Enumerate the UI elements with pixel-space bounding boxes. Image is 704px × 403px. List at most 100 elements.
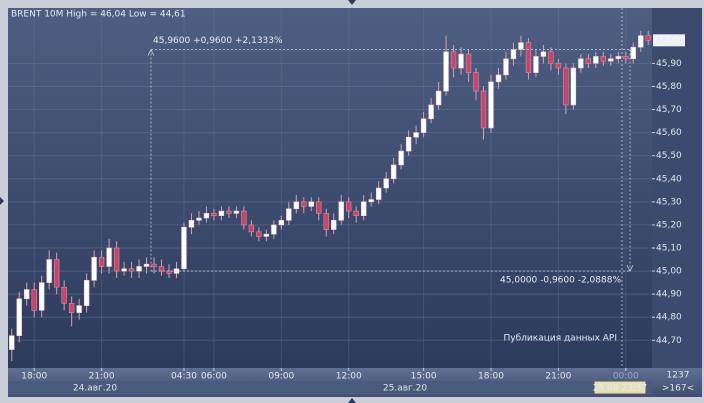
candle-body — [398, 150, 404, 166]
bottom-arrow — [348, 398, 356, 403]
event-label: Публикация данных API — [504, 334, 617, 344]
candle-body — [9, 335, 15, 350]
cursor-time-box — [593, 380, 647, 395]
date-label: 25.авг.20 — [383, 384, 427, 394]
y-tick-label: 44,70 — [656, 336, 682, 346]
candle-body — [226, 210, 232, 214]
candle-body — [638, 35, 644, 48]
candle-body — [128, 268, 135, 272]
x-tick-label: 09:00 — [268, 372, 294, 382]
candle-body — [121, 268, 127, 272]
candle-body — [271, 224, 277, 235]
candle-body — [518, 42, 524, 50]
candle-body — [375, 187, 382, 200]
candle-body — [263, 233, 270, 237]
y-tick-label: 45,30 — [656, 197, 682, 207]
candle-body — [510, 49, 517, 60]
left-arrow — [0, 197, 4, 205]
x-tick-label: 00:00 — [613, 372, 639, 382]
candle-body — [555, 63, 562, 69]
y-tick-label: 45,10 — [656, 244, 682, 254]
x-tick-label: 15:00 — [411, 372, 437, 382]
candle-body — [293, 201, 299, 210]
candle-body — [548, 51, 554, 64]
candle-body — [16, 298, 22, 336]
candle-body — [331, 220, 337, 230]
candle-body — [465, 53, 472, 73]
candle-body — [645, 35, 651, 41]
last-price-box — [653, 34, 685, 47]
candle-body — [24, 289, 30, 300]
candle-body — [473, 72, 479, 92]
candle-body — [241, 210, 247, 226]
y-axis-area — [652, 8, 702, 368]
candle-body — [211, 213, 217, 216]
candle-body — [323, 213, 329, 230]
date-strip — [8, 381, 652, 395]
x-tick-label: 18:00 — [478, 372, 504, 382]
candle-body — [563, 67, 569, 106]
measure-label: 45,9600 +0,9600 +2,1333% — [153, 36, 283, 46]
candle-body — [196, 217, 202, 221]
candle-body — [608, 58, 614, 62]
measure-arrow — [626, 264, 634, 272]
candle-body — [143, 263, 150, 267]
candle-body — [615, 56, 621, 60]
candle-body — [76, 305, 82, 313]
candle-body — [480, 90, 487, 129]
candle-body — [316, 201, 322, 214]
candle-body — [405, 136, 412, 152]
cursor-time: 25.08 23:37 — [593, 384, 648, 394]
candle-body — [53, 259, 60, 288]
bars-count: 1237 — [667, 371, 690, 381]
candle-body — [39, 282, 45, 311]
candle-body — [435, 90, 442, 106]
candle-body — [61, 286, 67, 304]
x-tick-label: 21:00 — [89, 372, 115, 382]
candle-body — [420, 118, 427, 133]
y-tick-label: 44,80 — [656, 313, 682, 323]
candle-body — [413, 132, 419, 138]
candle-body — [578, 58, 584, 69]
x-tick-label: 04:30 — [171, 372, 197, 382]
measure-label: 45,0000 -0,9600 -2,0888% — [500, 276, 621, 286]
scroll-label: >167< — [662, 384, 694, 394]
candle-body — [450, 51, 457, 69]
candle-body — [68, 303, 75, 313]
candle-body — [301, 201, 307, 207]
x-tick-label: 12:00 — [336, 372, 362, 382]
candle-body — [188, 220, 195, 228]
candle-body — [458, 53, 464, 69]
candle-body — [630, 46, 636, 60]
candle-body — [46, 259, 52, 283]
candle-body — [533, 56, 539, 73]
overlay: 44,70 44,80 44,90 45,00 45,10 45,20 45,30 45,40… — [21, 8, 694, 395]
candle-body — [203, 213, 210, 219]
candle-body — [31, 289, 37, 311]
candle-body — [98, 256, 105, 267]
candle-body — [158, 266, 165, 272]
candle-body — [428, 104, 434, 120]
y-tick-label: 45,20 — [656, 220, 682, 230]
candle-body — [495, 74, 502, 83]
candle-body — [151, 263, 157, 267]
candle-body — [181, 226, 187, 270]
y-tick-label: 45,70 — [656, 105, 682, 115]
date-label: 24.авг.20 — [73, 384, 117, 394]
plot-area — [8, 8, 652, 368]
last-price-label: 46,00 — [656, 36, 682, 46]
candle-body — [233, 210, 240, 214]
candle-body — [443, 51, 449, 92]
candle-body — [338, 201, 344, 221]
y-tick-label: 45,90 — [656, 59, 682, 69]
candle-body — [256, 231, 262, 237]
candle-body — [383, 178, 389, 189]
candle-body — [361, 201, 367, 216]
candle-body — [503, 58, 509, 76]
candle-body — [390, 164, 397, 180]
candle-body — [488, 81, 494, 129]
y-tick-label: 45,80 — [656, 82, 682, 92]
y-tick-label: 45,60 — [656, 128, 682, 138]
candle-body — [308, 201, 314, 207]
candle-body — [136, 266, 142, 272]
